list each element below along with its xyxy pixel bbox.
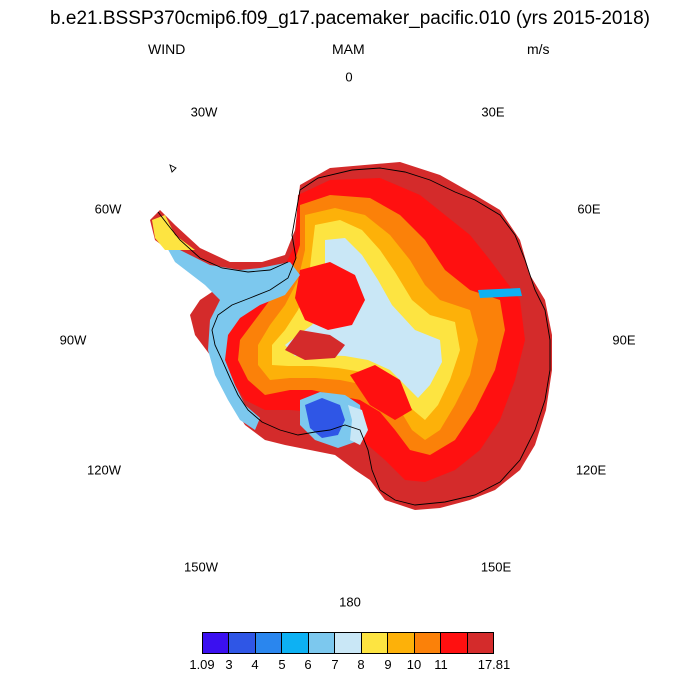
field-ross-lightblue [348, 405, 368, 445]
lon-label-30e: 30E [481, 104, 505, 120]
plot-title: b.e21.BSSP370cmip6.f09_g17.pacemaker_pac… [50, 8, 650, 29]
colorbar-segment-8 [414, 633, 442, 653]
field-peninsula-blue [160, 235, 300, 430]
colorbar-label-0: 1.09 [189, 657, 215, 672]
lon-label-180: 180 [339, 594, 361, 610]
colorbar-segment-3 [282, 633, 309, 653]
coastline [157, 164, 551, 506]
lon-label-30w: 30W [190, 104, 218, 120]
field-red-blob-3 [350, 365, 412, 420]
season-label: MAM [332, 41, 365, 57]
lon-label-60e: 60E [577, 201, 601, 217]
lon-label-90w: 90W [59, 332, 87, 348]
coastline-peninsula [157, 211, 289, 273]
variable-label: WIND [148, 41, 186, 57]
lon-label-120e: 120E [575, 462, 607, 478]
colorbar-label-9: 11 [434, 657, 448, 672]
colorbar-segment-1 [229, 633, 256, 653]
colorbar-segment-7 [388, 633, 415, 653]
lon-label-90e: 90E [612, 332, 636, 348]
field-light-blue [285, 238, 442, 398]
lon-label-60w: 60W [94, 201, 122, 217]
colorbar-segment-6 [361, 633, 389, 653]
colorbar [202, 632, 494, 654]
field-red-blob-2 [285, 330, 345, 360]
colorbar-label-8: 10 [406, 657, 422, 672]
colorbar-label-1: 3 [225, 657, 233, 672]
field-red-blob-1 [295, 262, 365, 330]
colorbar-segment-2 [255, 633, 283, 653]
colorbar-label-3: 5 [278, 657, 286, 672]
colorbar-label-7: 9 [384, 657, 392, 672]
lon-label-150e: 150E [480, 559, 512, 575]
lon-label-0: 0 [345, 69, 353, 85]
field-coast-stripe [478, 288, 522, 298]
lon-label-120w: 120W [87, 462, 121, 478]
coastline-island [169, 164, 177, 173]
colorbar-segment-5 [335, 633, 362, 653]
colorbar-label-2: 4 [251, 657, 259, 672]
colorbar-label-6: 8 [357, 657, 365, 672]
wind-field [150, 162, 552, 510]
colorbar-segment-9 [441, 633, 468, 653]
colorbar-segment-4 [308, 633, 336, 653]
coastline-main [211, 167, 551, 506]
colorbar-segment-10 [467, 633, 493, 653]
colorbar-label-5: 7 [331, 657, 339, 672]
colorbar-label-10: 17.81 [477, 657, 511, 672]
colorbar-segment-0 [203, 633, 230, 653]
colorbar-label-4: 6 [304, 657, 312, 672]
units-label: m/s [527, 41, 550, 57]
lon-label-150w: 150W [184, 559, 218, 575]
